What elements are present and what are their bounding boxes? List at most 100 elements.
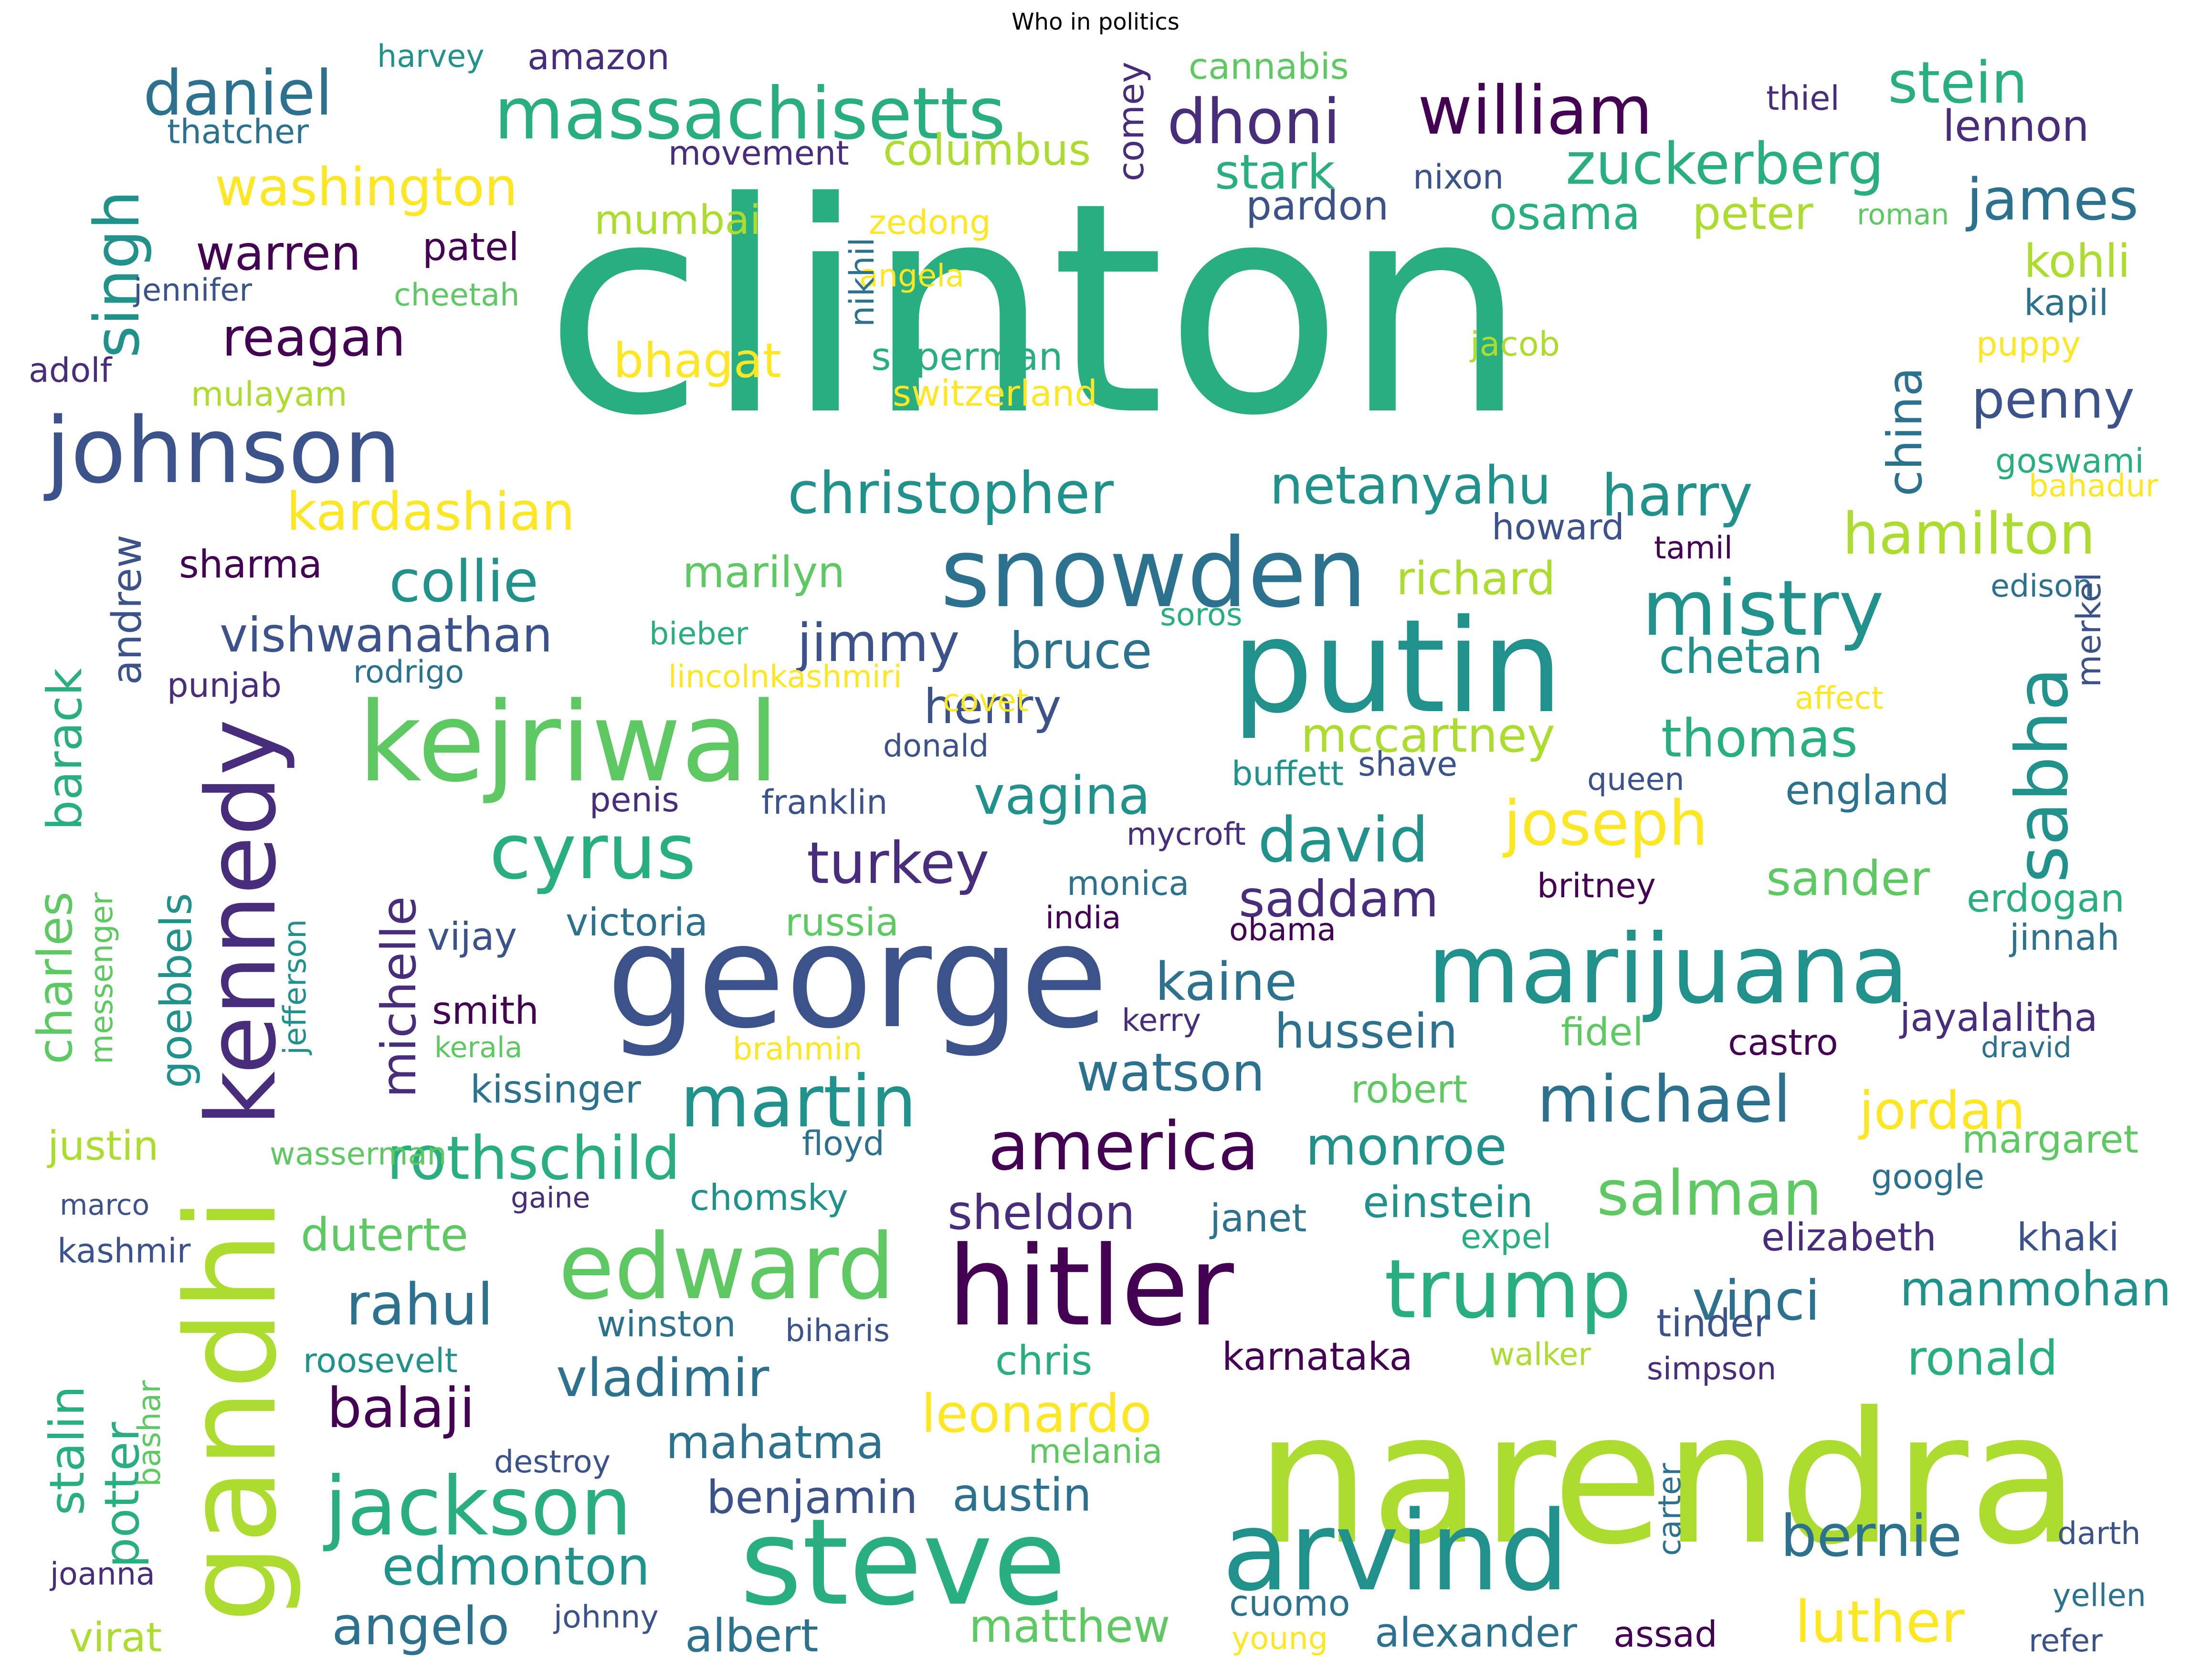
- word-dhoni: dhoni: [1167, 85, 1340, 158]
- word-robert: robert: [1351, 1067, 1467, 1112]
- word-monica: monica: [1067, 864, 1189, 903]
- word-sheldon: sheldon: [948, 1185, 1135, 1240]
- word-young: young: [1232, 1621, 1328, 1657]
- word-snowden: snowden: [940, 518, 1367, 629]
- word-singh: singh: [81, 190, 153, 358]
- word-marco: marco: [60, 1188, 149, 1222]
- word-stalin: stalin: [39, 1386, 95, 1515]
- word-penis: penis: [590, 780, 679, 819]
- word-hamilton: hamilton: [1843, 501, 2096, 567]
- word-sander: sander: [1766, 850, 1930, 906]
- word-patel: patel: [422, 225, 519, 269]
- word-merkel: merkel: [2069, 572, 2108, 687]
- word-vladimir: vladimir: [556, 1347, 769, 1408]
- word-comey: comey: [1110, 62, 1152, 181]
- word-brahmin: brahmin: [733, 1031, 863, 1067]
- word-punjab: punjab: [167, 666, 282, 705]
- word-thatcher: thatcher: [167, 112, 309, 151]
- word-chomsky: chomsky: [690, 1176, 848, 1218]
- word-soros: soros: [1160, 597, 1243, 633]
- word-destroy: destroy: [494, 1444, 611, 1480]
- word-edmonton: edmonton: [382, 1536, 650, 1597]
- word-mycroft: mycroft: [1127, 817, 1246, 852]
- word-narendra: narendra: [1255, 1373, 2080, 1585]
- word-stein: stein: [1888, 50, 2028, 116]
- word-putin: putin: [1232, 591, 1563, 742]
- word-kashmir: kashmir: [57, 1231, 191, 1270]
- word-ronald: ronald: [1907, 1330, 2058, 1386]
- word-zuckerberg: zuckerberg: [1566, 131, 1884, 198]
- word-henry: henry: [924, 679, 1062, 735]
- word-buffett: buffett: [1232, 754, 1344, 793]
- word-arvind: arvind: [1222, 1488, 1569, 1616]
- word-vinci: vinci: [1692, 1269, 1820, 1333]
- word-obama: obama: [1229, 912, 1336, 948]
- word-simpson: simpson: [1647, 1351, 1776, 1387]
- word-william: william: [1418, 72, 1653, 150]
- word-albert: albert: [685, 1610, 819, 1662]
- word-america: america: [988, 1108, 1259, 1186]
- word-peter: peter: [1692, 188, 1813, 240]
- word-jinnah: jinnah: [2009, 916, 2119, 958]
- word-amazon: amazon: [527, 36, 670, 78]
- word-roosevelt: roosevelt: [303, 1341, 458, 1380]
- word-richard: richard: [1396, 553, 1556, 605]
- word-kennedy: kennedy: [186, 719, 297, 1126]
- word-george: george: [606, 893, 1108, 1060]
- word-biharis: biharis: [785, 1313, 890, 1349]
- word-salman: salman: [1597, 1157, 1822, 1229]
- word-puppy: puppy: [1976, 325, 2081, 364]
- word-kerala: kerala: [434, 1031, 522, 1064]
- word-marijuana: marijuana: [1427, 914, 1909, 1025]
- word-steve: steve: [740, 1493, 1066, 1632]
- word-edward: edward: [558, 1214, 895, 1320]
- word-daniel: daniel: [143, 57, 333, 129]
- word-angelo: angelo: [332, 1596, 510, 1657]
- page-title: Who in politics: [1011, 9, 1180, 35]
- word-sabha: sabha: [2001, 667, 2084, 883]
- word-hussein: hussein: [1275, 1003, 1458, 1059]
- word-cannabis: cannabis: [1189, 45, 1349, 87]
- word-cheetah: cheetah: [394, 277, 519, 313]
- word-goebbels: goebbels: [151, 893, 201, 1088]
- word-fidel: fidel: [1561, 1010, 1643, 1054]
- word-harry: harry: [1601, 463, 1753, 529]
- word-kohli: kohli: [2024, 235, 2130, 288]
- word-google: google: [1871, 1157, 1984, 1197]
- word-nikhil: nikhil: [843, 237, 882, 327]
- word-christopher: christopher: [788, 461, 1114, 527]
- word-barack: barack: [37, 668, 93, 830]
- word-jimmy: jimmy: [796, 612, 960, 673]
- word-charles: charles: [27, 892, 83, 1064]
- word-stark: stark: [1215, 144, 1335, 200]
- word-collie: collie: [389, 549, 538, 615]
- word-jordan: jordan: [1858, 1080, 2025, 1141]
- word-victoria: victoria: [566, 900, 708, 945]
- word-penny: penny: [1971, 369, 2135, 430]
- word-wasserman: wasserman: [270, 1136, 447, 1172]
- word-manmohan: manmohan: [1900, 1261, 2171, 1317]
- word-smith: smith: [432, 988, 539, 1033]
- word-covet: covet: [943, 683, 1028, 719]
- word-roman: roman: [1857, 198, 1949, 231]
- word-shave: shave: [1358, 745, 1457, 784]
- word-russia: russia: [785, 900, 899, 945]
- word-monroe: monroe: [1306, 1116, 1507, 1177]
- word-india: india: [1045, 900, 1121, 936]
- word-virat: virat: [69, 1614, 162, 1661]
- word-zedong: zedong: [869, 203, 991, 242]
- word-kaine: kaine: [1155, 951, 1297, 1012]
- word-reagan: reagan: [222, 307, 406, 368]
- word-andrew: andrew: [104, 535, 151, 685]
- word-jennifer: jennifer: [133, 273, 252, 308]
- word-cloud-words: clinton narendra george putin gandhi steve arv…: [27, 36, 2171, 1662]
- word-cyrus: cyrus: [489, 807, 696, 896]
- word-harvey: harvey: [377, 39, 485, 74]
- word-howard: howard: [1492, 506, 1624, 548]
- word-rodrigo: rodrigo: [353, 654, 464, 690]
- word-superman: superman: [871, 335, 1063, 379]
- word-turkey: turkey: [807, 830, 990, 897]
- word-trump: trump: [1384, 1242, 1632, 1337]
- word-bruce: bruce: [1010, 622, 1152, 680]
- word-chetan: chetan: [1659, 629, 1823, 684]
